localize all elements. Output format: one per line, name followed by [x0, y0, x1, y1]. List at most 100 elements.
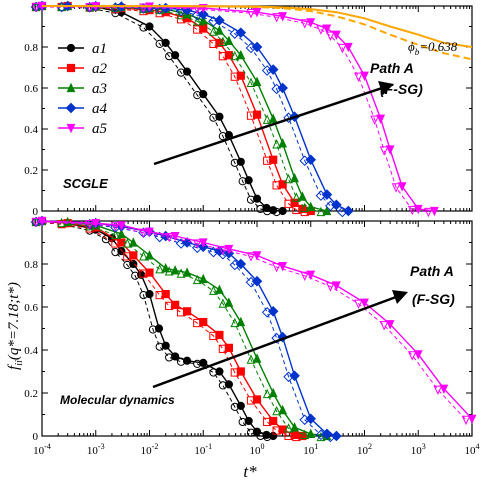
data-point-open-a1	[238, 417, 247, 427]
data-point-open-a3	[272, 405, 282, 416]
data-point-open-a3	[246, 77, 256, 87]
data-point-open-a1	[193, 359, 202, 368]
data-point-open-a1	[148, 325, 158, 334]
data-point-a1	[215, 112, 224, 121]
data-point-open-a1	[218, 381, 227, 390]
data-point-open-a5	[379, 321, 389, 331]
data-point-open-a5	[407, 351, 417, 361]
data-point-a3	[306, 201, 316, 211]
data-point-a3	[252, 353, 262, 363]
x-tick-label: 104	[465, 442, 480, 457]
data-point-open-a1	[263, 432, 272, 442]
data-point-a3	[268, 113, 278, 123]
y-tick-label: 0.6	[24, 302, 38, 314]
data-point-open-a5	[85, 220, 95, 230]
y-tick-label: 0.4	[24, 345, 38, 357]
data-point-a3	[290, 422, 299, 432]
data-point-a3	[268, 387, 278, 398]
data-point-a5	[117, 221, 126, 231]
data-point-open-a5	[461, 415, 471, 426]
bottom-path-label-line2: (F-SG)	[412, 291, 455, 307]
data-point-a5	[224, 244, 234, 255]
data-point-open-a4	[208, 246, 219, 258]
data-point-open-a3	[155, 264, 165, 274]
data-point-open-a4	[315, 429, 327, 441]
data-point-a2	[236, 367, 245, 376]
data-point-open-a3	[284, 423, 293, 433]
data-point-open-a4	[325, 200, 336, 212]
data-point-a5	[332, 281, 341, 291]
data-point-a5	[376, 114, 386, 125]
data-point-a3	[161, 263, 171, 273]
series-dashed-line-a4	[36, 6, 343, 213]
data-point-open-a3	[230, 317, 240, 328]
series-dashed-line-a2	[35, 221, 297, 438]
legend-marker-a2	[66, 63, 76, 73]
data-point-open-a5	[164, 232, 174, 243]
data-point-open-a5	[379, 146, 389, 156]
data-point-a2	[129, 251, 138, 260]
data-point-a5	[198, 238, 208, 248]
data-point-open-a1	[139, 291, 148, 300]
data-point-open-a3	[218, 36, 228, 46]
x-tick-label: 103	[411, 442, 426, 457]
data-point-open-a2	[263, 417, 272, 427]
data-point-open-a1	[272, 207, 281, 217]
data-point-open-a5	[85, 3, 95, 13]
data-point-a3	[182, 267, 192, 277]
data-point-open-a5	[424, 207, 433, 218]
data-point-open-a4	[175, 5, 187, 17]
data-point-open-a5	[272, 13, 282, 23]
series-dashed-line-a2	[36, 6, 305, 213]
data-point-a5	[252, 8, 262, 18]
data-point-a2	[199, 317, 208, 327]
data-point-open-a2	[272, 181, 281, 190]
data-point-open-a2	[246, 396, 256, 405]
data-point-open-a2	[230, 72, 239, 81]
data-point-a3	[236, 49, 246, 60]
data-point-open-a1	[193, 91, 202, 100]
data-point-a5	[37, 216, 47, 227]
data-point-open-a1	[155, 39, 164, 49]
data-point-open-a4	[208, 16, 219, 27]
data-point-open-a3	[272, 139, 282, 149]
data-point-open-a1	[230, 402, 239, 411]
legend-marker-a5	[66, 123, 76, 134]
data-point-a1	[252, 194, 262, 203]
data-point-open-a3	[262, 114, 272, 124]
x-tick-label: 101	[303, 442, 318, 457]
y-axis-title: fii(q*=7.18;t*)	[6, 282, 25, 370]
data-point-open-a4	[283, 371, 294, 383]
data-point-open-a4	[191, 9, 203, 21]
x-tick-label: 102	[357, 442, 372, 457]
data-point-open-a5	[300, 271, 310, 282]
data-point-open-a5	[433, 385, 443, 395]
data-point-a1	[145, 22, 154, 31]
data-point-a5	[430, 206, 439, 217]
data-point-open-a3	[176, 9, 186, 20]
data-point-a5	[278, 262, 288, 272]
series-dashed-line-a5	[35, 6, 429, 213]
data-point-open-a5	[272, 263, 282, 273]
data-point-open-a5	[111, 222, 120, 232]
legend-label-a4: a4	[92, 101, 108, 117]
data-point-open-a1	[246, 428, 256, 437]
data-point-open-a2	[165, 301, 174, 310]
data-point-a5	[467, 414, 477, 425]
series-dashed-line-a3	[36, 6, 322, 213]
x-tick-label: 10-3	[87, 442, 105, 457]
bottom-plot-area: 0 0.2 0.4 0.6 0.8 1 10-4 10-3 10-2 10-1 100 101 102 1…	[24, 215, 480, 457]
x-axis-title: t*	[243, 462, 257, 480]
x-tick-label: 100	[250, 442, 265, 457]
data-point-a1	[199, 358, 208, 367]
data-point-open-a4	[245, 276, 257, 288]
data-point-a5	[413, 350, 423, 360]
data-point-a2	[145, 268, 154, 277]
legend-marker-a3	[66, 82, 76, 93]
data-point-open-a2	[263, 156, 272, 165]
data-point-open-a2	[218, 52, 227, 61]
data-point-open-a3	[300, 429, 310, 439]
data-point-open-a3	[218, 298, 228, 308]
data-point-a3	[224, 35, 234, 45]
